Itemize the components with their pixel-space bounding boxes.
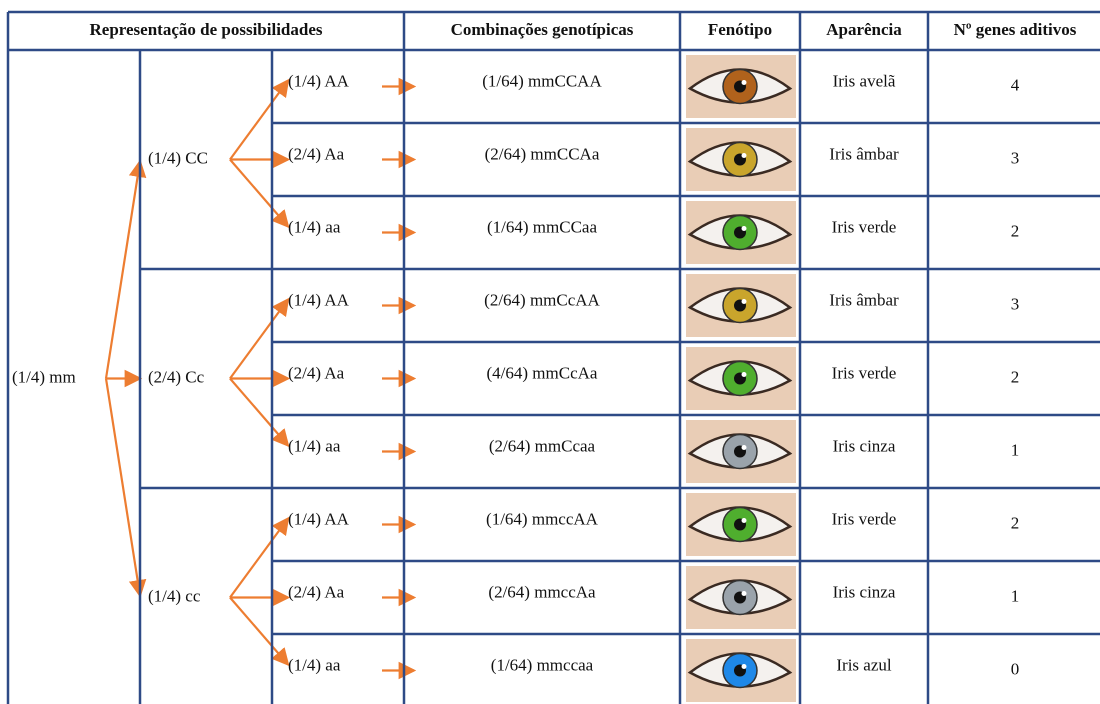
highlight — [741, 591, 747, 596]
additive-genes: 1 — [1011, 586, 1020, 605]
header-cell: Aparência — [826, 20, 902, 39]
appearance: Iris cinza — [833, 436, 896, 455]
eye-image — [686, 347, 796, 410]
combination: (2/64) mmCcaa — [489, 436, 596, 455]
combination: (1/64) mmCCaa — [487, 217, 597, 236]
allele-label: (2/4) Aa — [288, 363, 345, 382]
appearance: Iris âmbar — [829, 144, 899, 163]
eye-image — [686, 420, 796, 483]
appearance: Iris azul — [836, 655, 892, 674]
appearance: Iris verde — [832, 217, 897, 236]
appearance: Iris verde — [832, 509, 897, 528]
appearance: Iris cinza — [833, 582, 896, 601]
combination: (1/64) mmCCAA — [482, 71, 602, 90]
arrow — [229, 78, 290, 161]
header-cell: Combinações genotípicas — [451, 20, 634, 39]
group-label: (1/4) CC — [148, 148, 208, 167]
highlight — [741, 445, 747, 450]
arrow — [104, 159, 147, 379]
header-cell: Fenótipo — [708, 20, 772, 39]
appearance: Iris verde — [832, 363, 897, 382]
combination: (2/64) mmCCAa — [485, 144, 600, 163]
highlight — [741, 153, 747, 158]
combination: (4/64) mmCcAa — [487, 363, 598, 382]
highlight — [741, 226, 747, 231]
arrow — [229, 516, 290, 599]
eye-image — [686, 566, 796, 629]
combination: (1/64) mmccAA — [486, 509, 599, 528]
arrow — [104, 378, 147, 598]
group-label: (2/4) Cc — [148, 367, 205, 386]
eye-image — [686, 55, 796, 118]
additive-genes: 4 — [1011, 75, 1020, 94]
combination: (1/64) mmccaa — [491, 655, 594, 674]
allele-label: (1/4) AA — [288, 71, 350, 90]
eye-image — [686, 128, 796, 191]
arrow — [229, 377, 290, 448]
allele-label: (1/4) AA — [288, 290, 350, 309]
allele-label: (1/4) AA — [288, 509, 350, 528]
highlight — [741, 518, 747, 523]
eye-image — [686, 493, 796, 556]
additive-genes: 3 — [1011, 148, 1020, 167]
highlight — [741, 299, 747, 304]
additive-genes: 2 — [1011, 221, 1020, 240]
arrow — [229, 297, 290, 380]
eye-image — [686, 639, 796, 702]
header-cell: Nº genes aditivos — [954, 20, 1077, 39]
arrow — [229, 158, 290, 229]
additive-genes: 0 — [1011, 659, 1020, 678]
allele-label: (1/4) aa — [288, 217, 341, 236]
allele-label: (2/4) Aa — [288, 582, 345, 601]
additive-genes: 2 — [1011, 367, 1020, 386]
allele-label: (1/4) aa — [288, 655, 341, 674]
eye-image — [686, 274, 796, 337]
header-cell: Representação de possibilidades — [90, 20, 323, 39]
combination: (2/64) mmccAa — [488, 582, 596, 601]
root-label: (1/4) mm — [12, 367, 76, 386]
group-label: (1/4) cc — [148, 586, 201, 605]
highlight — [741, 372, 747, 377]
additive-genes: 1 — [1011, 440, 1020, 459]
arrow — [229, 596, 290, 667]
allele-label: (1/4) aa — [288, 436, 341, 455]
additive-genes: 3 — [1011, 294, 1020, 313]
appearance: Iris âmbar — [829, 290, 899, 309]
additive-genes: 2 — [1011, 513, 1020, 532]
eye-image — [686, 201, 796, 264]
highlight — [741, 664, 747, 669]
combination: (2/64) mmCcAA — [484, 290, 600, 309]
appearance: Iris avelã — [833, 71, 896, 90]
highlight — [741, 80, 747, 85]
allele-label: (2/4) Aa — [288, 144, 345, 163]
